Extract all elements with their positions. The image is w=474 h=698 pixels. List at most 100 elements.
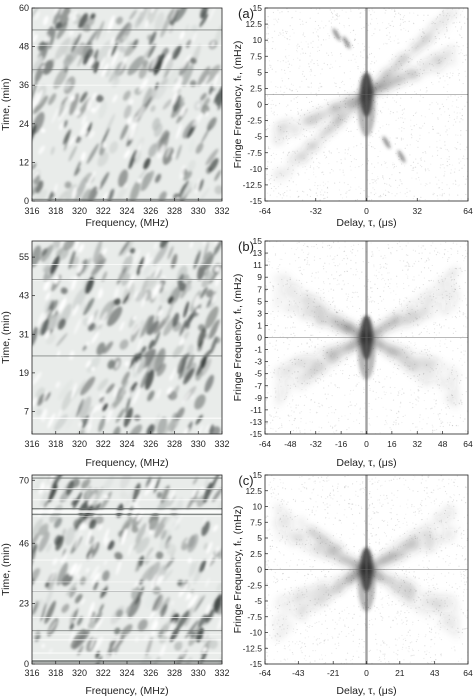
y-tick-label: 31 <box>19 329 29 339</box>
x-tick-label: 332 <box>214 439 229 449</box>
y-tick-label: 15 <box>253 236 263 246</box>
y-tick-label: 0 <box>257 100 262 110</box>
y-tick-label: 2.5 <box>250 549 262 559</box>
x-tick-label: -32 <box>310 206 323 216</box>
y-tick-label: 9 <box>257 272 262 282</box>
x-tick-label: 324 <box>119 439 134 449</box>
y-axis-label: Fringe Frequency, fₜ, (mHz) <box>232 274 244 402</box>
x-tick-label: 332 <box>214 668 229 678</box>
x-tick-label: 318 <box>48 668 63 678</box>
y-tick-label: 19 <box>19 368 29 378</box>
y-axis-label: Fringe Frequency, fₜ, (mHz) <box>232 506 244 634</box>
x-tick-label: 320 <box>72 439 87 449</box>
y-tick-label: 10 <box>253 502 263 512</box>
y-tick-label: -7 <box>254 381 262 391</box>
dynamic-spectrum-panel-2: 316 318 320 322 324 326 328 330 332 7 19 31 43 55 Freq… <box>0 240 230 469</box>
y-tick-label: -5 <box>254 596 262 606</box>
x-tick-label: 330 <box>191 206 206 216</box>
x-tick-label: 0 <box>364 439 369 449</box>
scintillation-pattern <box>32 241 222 434</box>
y-tick-label: -3 <box>254 357 262 367</box>
x-axis-label: Delay, τ, (μs) <box>336 685 396 697</box>
x-tick-label: 328 <box>167 668 182 678</box>
x-tick-label: 32 <box>413 439 423 449</box>
panel-label: (c) <box>238 473 253 488</box>
y-tick-label: -2.5 <box>247 116 262 126</box>
x-axis-label: Frequency, (MHz) <box>85 685 168 697</box>
y-tick-label: -15 <box>250 196 263 206</box>
secondary-spectrum-power <box>265 8 468 201</box>
y-tick-label: 24 <box>19 119 29 129</box>
x-tick-label: 328 <box>167 206 182 216</box>
y-tick-label: 70 <box>19 475 29 485</box>
x-tick-label: 330 <box>191 439 206 449</box>
scintillation-pattern <box>32 475 222 664</box>
x-tick-label: 332 <box>214 206 229 216</box>
y-tick-label: 12 <box>19 157 29 167</box>
x-tick-label: -64 <box>259 439 272 449</box>
x-axis-label: Delay, τ, (μs) <box>336 217 396 229</box>
x-tick-label: 43 <box>430 668 440 678</box>
y-axis-label: Time, (min) <box>0 311 12 364</box>
y-axis-label: Fringe Frequency, fₜ, (mHz) <box>232 41 244 169</box>
x-tick-label: -16 <box>335 439 348 449</box>
x-tick-label: 0 <box>364 668 369 678</box>
y-tick-label: 7.5 <box>250 517 262 527</box>
x-tick-label: 316 <box>24 206 39 216</box>
x-tick-label: 326 <box>143 206 158 216</box>
panel-label: (a) <box>238 6 254 21</box>
y-tick-label: -12.5 <box>243 180 263 190</box>
y-tick-label: 1 <box>257 320 262 330</box>
y-tick-label: -1 <box>254 345 262 355</box>
x-tick-label: 328 <box>167 439 182 449</box>
y-tick-label: 11 <box>253 260 262 270</box>
x-tick-label: 48 <box>438 439 448 449</box>
y-tick-label: 0 <box>257 565 262 575</box>
x-tick-label: 326 <box>143 668 158 678</box>
x-tick-label: -21 <box>327 668 340 678</box>
y-tick-label: 0 <box>24 196 29 206</box>
y-axis-label: Time, (min) <box>0 78 12 131</box>
arclet-feature <box>342 36 351 49</box>
x-tick-label: -64 <box>259 206 272 216</box>
y-tick-label: -13 <box>250 417 263 427</box>
x-axis-label: Frequency, (MHz) <box>85 457 168 469</box>
secondary-spectrum-panel-3: -64 -43 -21 0 21 43 64 -15 -12.5 -10 -7.5 -5 -2.5 0 2.… <box>232 470 473 697</box>
x-tick-label: -48 <box>284 439 297 449</box>
scintillation-pattern <box>32 8 222 201</box>
y-tick-label: -15 <box>250 659 263 669</box>
y-tick-label: -12.5 <box>243 643 263 653</box>
secondary-spectrum-panel-1: -64 -32 0 32 64 -15 -12.5 -10 -7.5 -5 -2.5 0 2.5 5 7.5… <box>232 3 473 229</box>
secondary-spectrum-panel-2: -64 -48 -32 -16 0 16 32 48 64-15-13-11-9-7-5-3-1… <box>232 236 473 469</box>
y-tick-label: 48 <box>19 42 29 52</box>
y-tick-label: -11 <box>250 405 262 415</box>
y-tick-label: 5 <box>257 296 262 306</box>
y-tick-label: 5 <box>257 67 262 77</box>
y-tick-label: -7.5 <box>247 148 262 158</box>
x-tick-label: 330 <box>191 668 206 678</box>
x-tick-label: 64 <box>463 206 473 216</box>
y-tick-label: 36 <box>19 80 29 90</box>
x-tick-label: 322 <box>96 439 111 449</box>
y-tick-label: 60 <box>19 3 29 13</box>
y-tick-label: 23 <box>19 599 29 609</box>
y-tick-label: -15 <box>250 429 263 439</box>
arclet-feature <box>382 136 391 149</box>
y-tick-label: 13 <box>253 248 263 258</box>
x-tick-label: 21 <box>395 668 405 678</box>
x-tick-label: 316 <box>24 439 39 449</box>
y-tick-label: 0 <box>24 659 29 669</box>
y-tick-label: 43 <box>19 291 29 301</box>
x-tick-label: 64 <box>463 439 473 449</box>
x-tick-label: 64 <box>463 668 473 678</box>
y-tick-label: 7.5 <box>250 51 262 61</box>
x-tick-label: 316 <box>24 668 39 678</box>
y-tick-label: -7.5 <box>247 612 262 622</box>
x-axis-label: Delay, τ, (μs) <box>336 457 396 469</box>
panel-label: (b) <box>238 239 254 254</box>
x-tick-label: -32 <box>310 439 323 449</box>
y-tick-label: 15 <box>253 470 263 480</box>
x-tick-label: 318 <box>48 439 63 449</box>
y-tick-label: 55 <box>19 252 29 262</box>
